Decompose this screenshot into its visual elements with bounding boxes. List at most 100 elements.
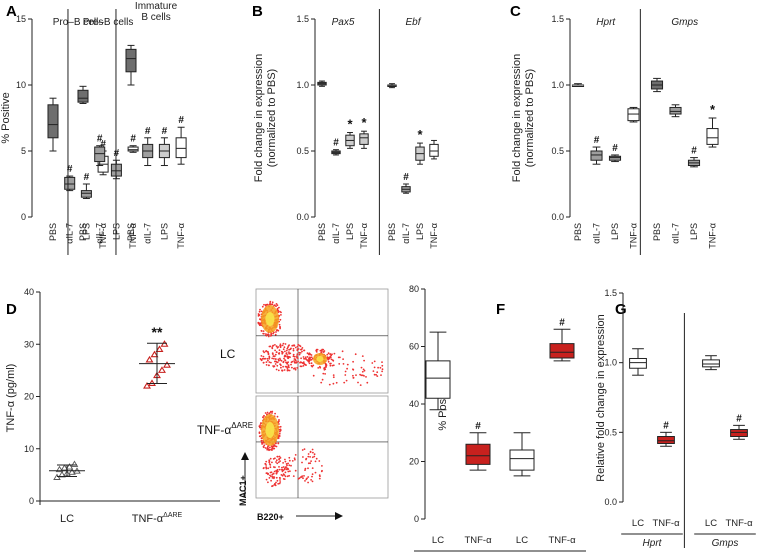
flow-event (269, 302, 271, 304)
flow-event (311, 480, 314, 483)
flow-event (275, 351, 278, 353)
flow-event (338, 363, 341, 365)
significance-mark: * (347, 117, 353, 132)
flow-event (268, 459, 271, 462)
significance-mark: # (333, 138, 339, 149)
x-tick-label: LPS (159, 223, 169, 240)
y-axis-label: Relative fold change in expression (595, 314, 607, 482)
flow-event (307, 455, 310, 458)
flow-event (287, 345, 290, 347)
flow-event (295, 355, 298, 357)
flow-event (277, 358, 280, 361)
flow-event (365, 376, 367, 378)
flow-event (325, 363, 328, 366)
flow-event (269, 345, 272, 348)
x-tick-label: TNF-α (98, 223, 108, 249)
flow-event (301, 461, 303, 464)
flow-event (309, 358, 311, 360)
flow-event (278, 468, 281, 471)
flow-event (277, 461, 280, 464)
flow-event (293, 360, 295, 362)
flow-event (332, 374, 335, 376)
flow-event (268, 361, 271, 363)
flow-event (285, 352, 288, 354)
group-title: Pax5 (332, 17, 355, 28)
flow-event (267, 467, 270, 470)
flow-event (271, 447, 274, 450)
flow-event (363, 369, 366, 372)
y-tick-label: 20 (24, 392, 34, 402)
significance-mark: # (97, 134, 103, 145)
flow-event (282, 462, 284, 464)
flow-event (310, 479, 312, 481)
group-title: Pro–B cells (53, 17, 104, 28)
flow-event (279, 327, 281, 330)
flow-event (259, 318, 261, 321)
flow-event (314, 471, 317, 474)
flow-event (265, 333, 267, 335)
x-tick-label: LPS (81, 223, 91, 240)
y-axis-label-line: (normalized to PBS) (524, 69, 536, 167)
x-tick-label: PBS (126, 223, 136, 241)
flow-event (276, 462, 279, 465)
group-title: B cells (141, 12, 170, 23)
flow-event (352, 374, 354, 377)
x-tick-label: PBS (48, 223, 58, 241)
flow-event (269, 457, 272, 460)
flow-event (293, 358, 296, 360)
y-tick-label: 1.5 (296, 14, 309, 24)
flow-event (260, 324, 262, 326)
flow-event (307, 476, 310, 478)
flow-event (294, 346, 297, 349)
y-axis-label: MAC1+ (238, 475, 248, 506)
flow-event (264, 447, 267, 449)
flow-event (262, 330, 265, 332)
flow-event (279, 318, 282, 321)
x-tick-label: TNF-α (429, 223, 439, 249)
flow-event (345, 379, 348, 382)
flow-event (265, 361, 268, 363)
flow-event (265, 364, 268, 366)
flow-event (311, 448, 314, 451)
flow-event (310, 356, 313, 359)
flow-event (318, 474, 321, 477)
flow-event (259, 426, 261, 429)
flow-event (282, 478, 285, 480)
significance-mark: # (612, 143, 618, 154)
flow-event (352, 368, 354, 371)
flow-event (329, 353, 332, 356)
flow-event (372, 370, 375, 372)
y-tick-label: 0.5 (604, 427, 617, 437)
flow-event (299, 345, 302, 348)
flow-event (265, 467, 268, 470)
flow-event (306, 356, 309, 358)
flow-event (311, 467, 314, 469)
flow-event (277, 442, 280, 445)
flow-event (366, 381, 369, 384)
flow-event (294, 454, 297, 456)
significance-mark: # (67, 164, 73, 175)
box-body (730, 429, 748, 438)
flow-event (272, 332, 274, 335)
flow-event (258, 432, 261, 434)
flow-plot-label: LC (220, 347, 236, 361)
flow-event (260, 330, 263, 332)
y-tick-label: 0 (21, 212, 26, 222)
data-point (160, 340, 169, 347)
flow-event (274, 349, 276, 352)
flow-event (373, 373, 376, 376)
y-tick-label: 40 (24, 287, 34, 297)
flow-event (277, 482, 280, 485)
flow-event (309, 456, 311, 458)
flow-event (328, 356, 330, 359)
flow-event (262, 361, 265, 364)
significance-mark: ** (152, 324, 163, 340)
flow-event (287, 470, 290, 473)
y-axis-label: Fold change in expression(normalized to … (253, 54, 278, 182)
x-tick-label: PBS (78, 223, 88, 241)
data-point (55, 465, 64, 473)
y-tick-label: 40 (409, 399, 419, 409)
x-tick-label: LC (60, 513, 74, 525)
flow-event (303, 448, 306, 450)
